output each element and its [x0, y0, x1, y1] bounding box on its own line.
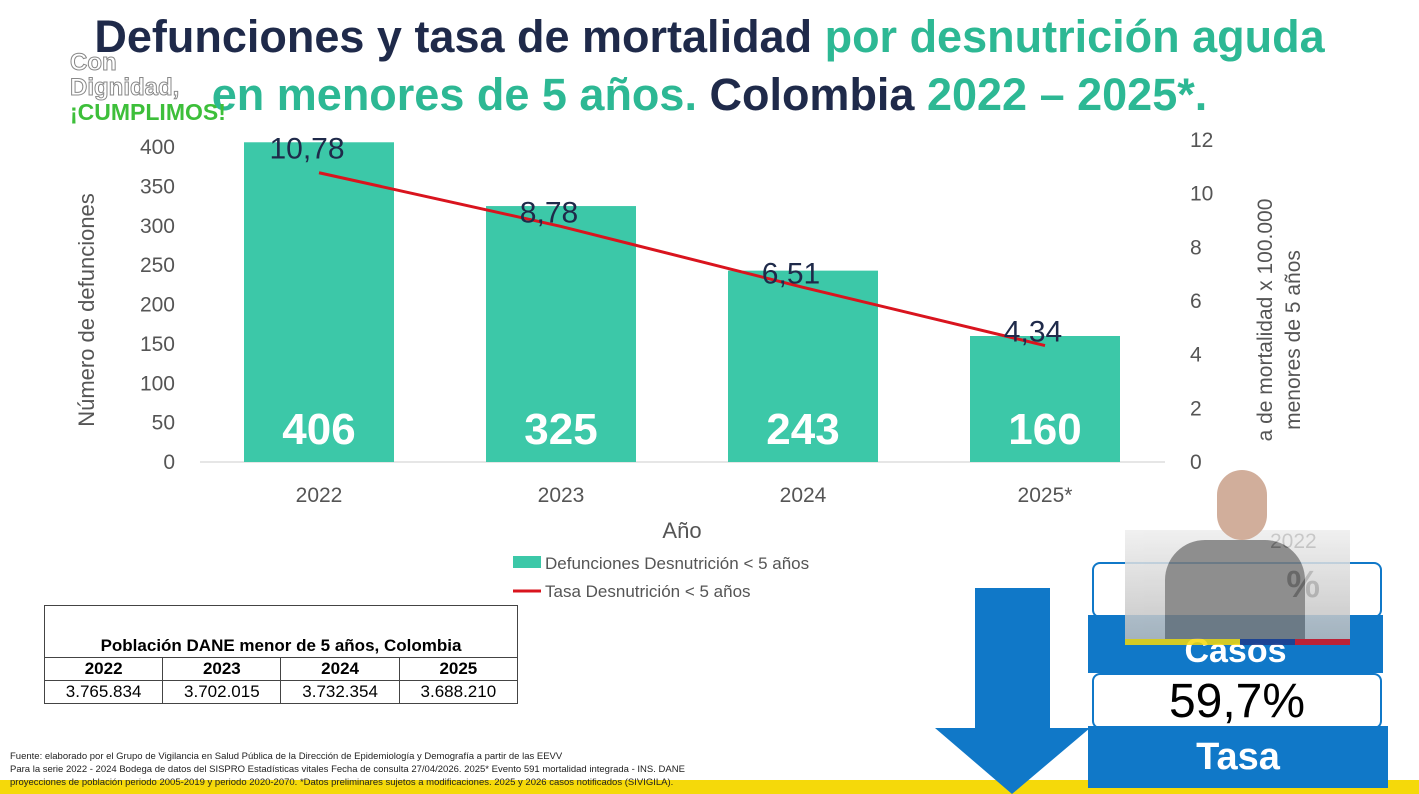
line-value-label: 8,78: [520, 196, 578, 229]
x-axis-title: Año: [662, 518, 701, 543]
table-cell: 3.702.015: [162, 680, 282, 704]
title-part: en menores de 5 años.: [211, 69, 697, 120]
bar: [970, 336, 1120, 462]
casos-percentage: 59,7%: [1092, 673, 1382, 729]
y-tick-label: 200: [140, 294, 175, 317]
y-tick-label: 50: [152, 412, 175, 435]
y2-tick-label: 2: [1190, 397, 1202, 420]
table-cell: 3.765.834: [43, 680, 164, 704]
y2-tick-label: 4: [1190, 344, 1202, 367]
logo: Con Dignidad, ¡CUMPLIMOS!: [70, 50, 226, 125]
y2-tick-label: 8: [1190, 236, 1202, 259]
y-tick-label: 350: [140, 175, 175, 198]
bar: [244, 142, 394, 462]
legend-swatch-bar: [513, 556, 541, 568]
y-tick-label: 300: [140, 215, 175, 238]
footer-source: Fuente: elaborado por el Grupo de Vigila…: [10, 750, 685, 789]
legend-label: Defunciones Desnutrición < 5 años: [545, 554, 809, 573]
y-tick-label: 250: [140, 254, 175, 277]
line-value-label: 4,34: [1004, 316, 1062, 349]
table-header: 2025: [398, 657, 519, 681]
y-tick-label: 0: [163, 451, 175, 474]
logo-text: Dignidad,: [70, 74, 180, 101]
bar: [728, 270, 878, 462]
bar-value-label: 243: [766, 405, 839, 454]
y2-axis-title: menores de 5 años: [1282, 250, 1305, 430]
footer-line: proyecciones de población periodo 2005-2…: [10, 777, 674, 788]
table-header: 2024: [280, 657, 400, 681]
bar-value-label: 160: [1008, 405, 1081, 454]
title-part: por desnutrición aguda: [824, 11, 1325, 62]
logo-text: ¡CUMPLIMOS!: [70, 99, 226, 125]
bar-value-label: 406: [282, 405, 355, 454]
y-tick-label: 400: [140, 136, 175, 159]
title-part: Defunciones y tasa de mortalidad: [94, 11, 825, 62]
y2-tick-label: 0: [1190, 451, 1202, 474]
x-tick-label: 2022: [296, 484, 343, 507]
line-value-label: 10,78: [269, 133, 344, 166]
x-tick-label: 2025*: [1018, 484, 1073, 507]
footer-line: Para la serie 2022 - 2024 Bodega de dato…: [10, 764, 685, 775]
y-tick-label: 150: [140, 333, 175, 356]
presenter-video: [1125, 470, 1350, 645]
y-axis-title: Número de defunciones: [74, 193, 99, 427]
y-tick-label: 100: [140, 372, 175, 395]
y2-tick-label: 10: [1190, 183, 1213, 206]
bar-value-label: 325: [524, 405, 597, 454]
population-table: Población DANE menor de 5 años, Colombia…: [43, 605, 519, 704]
footer-line: Fuente: elaborado por el Grupo de Vigila…: [10, 751, 563, 762]
table-header: 2023: [162, 657, 282, 681]
title-part: 2022 – 2025*.: [926, 69, 1208, 120]
table-header: 2022: [43, 657, 164, 681]
tasa-label: Tasa: [1088, 726, 1388, 788]
x-tick-label: 2024: [780, 484, 827, 507]
rate-line: [318, 171, 1046, 348]
table-title: Población DANE menor de 5 años, Colombia: [44, 605, 518, 658]
x-tick-label: 2023: [538, 484, 585, 507]
bar: [486, 206, 636, 462]
slide-title: Defunciones y tasa de mortalidad por des…: [0, 8, 1419, 124]
table-cell: 3.688.210: [398, 680, 519, 704]
y2-tick-label: 12: [1190, 129, 1213, 152]
y2-tick-label: 6: [1190, 290, 1202, 313]
logo-text: Con: [70, 49, 118, 76]
title-part: Colombia: [696, 69, 927, 120]
y2-axis-title: a de mortalidad x 100.000: [1254, 199, 1277, 442]
legend-label: Tasa Desnutrición < 5 años: [545, 582, 751, 601]
line-value-label: 6,51: [762, 257, 820, 290]
table-cell: 3.732.354: [280, 680, 400, 704]
